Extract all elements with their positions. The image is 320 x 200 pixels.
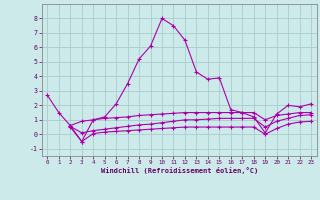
X-axis label: Windchill (Refroidissement éolien,°C): Windchill (Refroidissement éolien,°C) [100,167,258,174]
